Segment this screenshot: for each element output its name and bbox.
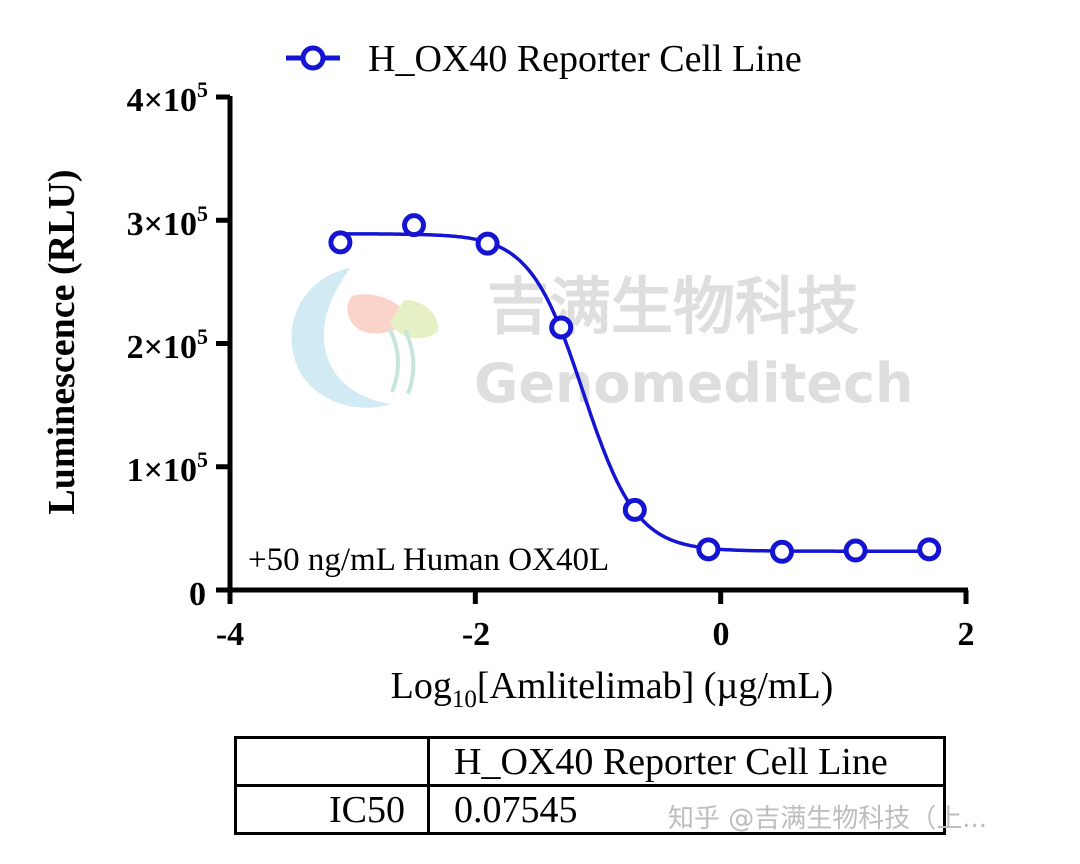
y-tick-label: 4×105 [127,77,208,119]
x-tick-label: -4 [216,616,244,653]
table-header-cell: H_OX40 Reporter Cell Line [427,736,946,787]
genomeditech-logo: 吉满生物科技 Genomeditech [291,268,913,415]
zhihu-watermark: 知乎 @吉满生物科技（上... [668,804,988,834]
y-tick-label: 1×105 [127,447,208,489]
data-point [770,539,794,564]
data-point [402,213,426,238]
data-point [549,315,574,340]
legend-label: H_OX40 Reporter Cell Line [368,38,802,80]
data-point [475,231,500,256]
data-points [328,213,942,564]
chart: 吉满生物科技 Genomeditech H_OX40 Reporter Cell… [41,38,975,713]
data-point [917,537,942,562]
treatment-annotation: +50 ng/mL Human OX40L [248,542,609,578]
table-header-cell [234,736,430,787]
x-tick-labels: -4 -2 0 2 [216,616,975,653]
x-axis-label: Log10[Amlitelimab] (µg/mL) [391,665,834,713]
logo-cn-text: 吉满生物科技 [487,270,859,343]
table-header-row: H_OX40 Reporter Cell Line [234,736,946,787]
legend: H_OX40 Reporter Cell Line [286,38,802,80]
results-table: H_OX40 Reporter Cell Line IC50 0.07545 [234,736,946,835]
x-tick-label: 0 [713,616,730,653]
logo-en-text: Genomeditech [474,352,913,415]
y-tick-label: 2×105 [127,324,208,366]
ic50-label: IC50 [234,784,430,835]
y-tick-label: 3×105 [127,201,208,243]
data-point [696,537,721,562]
tick-marks [216,94,969,604]
table-row: IC50 0.07545 [234,784,946,835]
y-tick-label: 0 [189,576,206,613]
x-tick-label: -2 [462,616,490,653]
x-tick-label: 2 [958,616,975,653]
axes [227,96,968,593]
y-tick-labels: 0 1×105 2×105 3×105 4×105 [127,77,208,613]
legend-marker [300,45,326,71]
data-point [328,230,353,255]
data-point [622,497,647,522]
data-point [843,538,868,563]
ic50-value: 0.07545 [427,784,946,835]
y-axis-label: Luminescence (RLU) [41,169,83,514]
